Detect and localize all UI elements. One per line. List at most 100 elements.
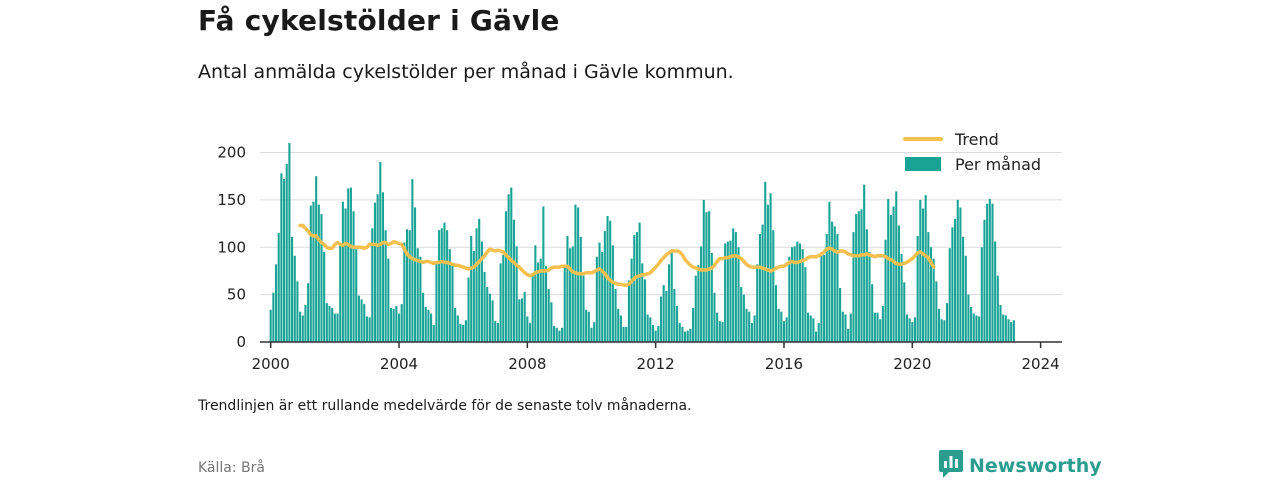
bar xyxy=(523,291,526,342)
bar xyxy=(582,275,585,342)
bar xyxy=(542,206,545,342)
bar xyxy=(825,233,828,342)
bar xyxy=(561,327,564,342)
bar xyxy=(777,308,780,342)
bar xyxy=(940,319,943,342)
bar xyxy=(860,209,863,342)
bar xyxy=(304,305,307,342)
bar xyxy=(387,258,390,342)
bar xyxy=(753,315,756,342)
bar xyxy=(756,264,759,342)
bar xyxy=(296,281,299,342)
bar xyxy=(865,229,868,342)
bar xyxy=(414,207,417,342)
bar xyxy=(764,181,767,342)
bar xyxy=(504,211,507,342)
bar xyxy=(708,211,711,342)
bar xyxy=(812,318,815,342)
bar xyxy=(903,282,906,342)
newsworthy-logo-icon xyxy=(939,450,963,482)
bar xyxy=(900,253,903,342)
bar xyxy=(526,316,529,342)
bar xyxy=(641,263,644,342)
bar xyxy=(972,313,975,342)
bar xyxy=(908,318,911,342)
bar xyxy=(405,229,409,342)
bar xyxy=(403,242,406,342)
bar xyxy=(804,267,807,342)
bar xyxy=(852,232,855,342)
bar xyxy=(761,224,764,342)
bar xyxy=(705,212,708,342)
bar xyxy=(515,246,518,342)
bar xyxy=(670,249,673,342)
bar xyxy=(954,218,957,342)
bar xyxy=(745,308,748,342)
bar xyxy=(291,236,294,342)
bar xyxy=(269,309,272,342)
bar xyxy=(849,313,852,342)
bar xyxy=(873,312,876,342)
bar xyxy=(758,233,761,342)
bar xyxy=(422,292,425,342)
y-tick-label: 150 xyxy=(217,191,246,209)
bar xyxy=(967,294,970,342)
x-tick-label: 2008 xyxy=(508,355,546,373)
bar xyxy=(555,327,558,342)
bar xyxy=(545,266,548,342)
bar xyxy=(937,308,941,342)
bar xyxy=(651,324,655,342)
bar xyxy=(970,306,973,342)
bar xyxy=(697,265,700,342)
bar xyxy=(339,244,342,342)
bar xyxy=(531,273,534,342)
brand-logo[interactable]: Newsworthy xyxy=(939,450,1102,482)
bar xyxy=(376,194,379,342)
bar xyxy=(916,235,919,342)
bar xyxy=(975,315,978,342)
bar xyxy=(285,163,288,342)
bar xyxy=(277,233,280,342)
bar xyxy=(579,236,582,342)
bar xyxy=(443,222,446,342)
bar xyxy=(456,315,459,342)
bar xyxy=(424,306,427,342)
bar xyxy=(400,304,403,342)
legend-bars-label: Per månad xyxy=(955,155,1041,174)
bar xyxy=(782,321,786,342)
bar xyxy=(462,324,465,342)
y-tick-label: 50 xyxy=(227,286,246,304)
bar xyxy=(881,305,884,342)
y-tick-label: 100 xyxy=(217,238,246,256)
bar xyxy=(684,331,687,342)
bar xyxy=(879,319,882,342)
bar xyxy=(649,317,652,342)
bar xyxy=(590,327,593,342)
bar xyxy=(553,325,556,342)
bar xyxy=(331,307,334,342)
bar xyxy=(635,232,638,342)
bar xyxy=(796,241,799,342)
bar xyxy=(817,323,820,342)
bar xyxy=(397,313,401,342)
bar xyxy=(419,256,422,342)
bar xyxy=(686,330,689,342)
bar xyxy=(836,233,839,342)
bar xyxy=(633,234,636,342)
bar xyxy=(611,245,614,342)
legend: Trend Per månad xyxy=(903,130,1041,174)
bar xyxy=(438,230,441,342)
bar xyxy=(868,251,871,342)
bar xyxy=(622,326,625,342)
bar xyxy=(742,294,745,342)
bar xyxy=(806,312,810,342)
bar xyxy=(494,321,497,342)
bar xyxy=(598,242,601,342)
bar xyxy=(301,315,304,342)
bar xyxy=(793,246,796,342)
bar xyxy=(994,241,997,342)
bar xyxy=(379,161,382,342)
bar xyxy=(948,248,951,342)
bar xyxy=(336,313,339,342)
